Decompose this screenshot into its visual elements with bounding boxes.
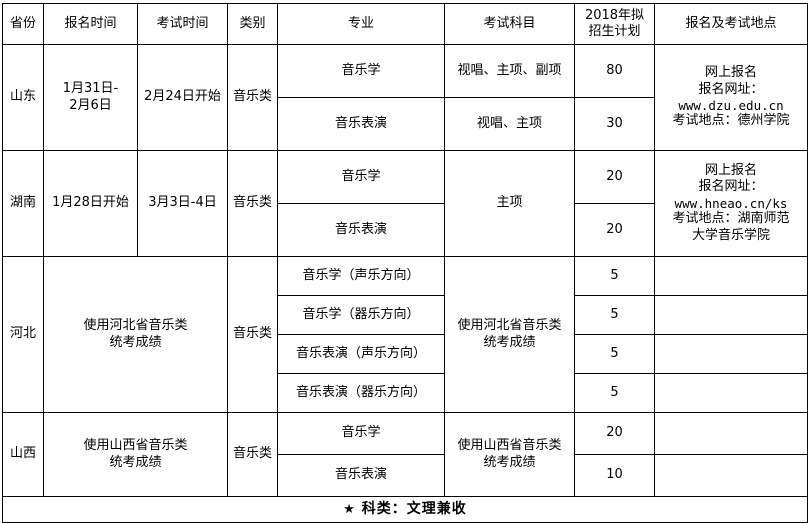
time-note-line1: 使用山西省音乐类 <box>83 438 188 454</box>
table-row: 山东 1月31日- 2月6日 2月24日开始 音乐类 音乐学 视唱、主项、副项 … <box>2 44 808 151</box>
place-url: www.dzu.edu.cn <box>678 97 784 113</box>
cell-major: 音乐学（声乐方向） <box>277 256 445 296</box>
place-line4: 考试地点：德州学院 <box>672 113 790 129</box>
table-row: 音乐表演 20 <box>3 203 808 257</box>
cell-plan: 5 <box>574 295 655 335</box>
place-line2: 报名网址： <box>698 179 764 195</box>
footer-row: ★ 科类：文理兼收 <box>2 496 808 523</box>
cell-apply-time-hunan: 1月28日开始 <box>43 150 138 257</box>
cell-exam-time-shandong: 2月24日开始 <box>137 44 228 151</box>
place-line5: 大学音乐学院 <box>691 227 770 243</box>
cell-major: 音乐表演（器乐方向） <box>277 373 445 413</box>
header-exam-subject: 考试科目 <box>444 3 575 45</box>
header-major: 专业 <box>277 3 445 45</box>
subject-note-line1: 使用河北省音乐类 <box>457 318 562 334</box>
table-row: 音乐表演（器乐方向） 5 <box>3 373 808 413</box>
cell-place <box>654 454 808 497</box>
time-note-line2: 统考成绩 <box>109 334 162 350</box>
place-url: www.hneao.cn/ks <box>674 195 788 211</box>
cell-category-shanxi: 音乐类 <box>227 412 278 497</box>
table-row: 音乐学（器乐方向） 5 <box>3 295 808 335</box>
cell-category-hunan: 音乐类 <box>227 150 278 257</box>
header-place: 报名及考试地点 <box>654 3 808 45</box>
place-line1: 网上报名 <box>704 163 757 179</box>
table-row: 河北 使用河北省音乐类 统考成绩 音乐类 音乐学（声乐方向） 使用河北省音乐类 … <box>2 256 808 413</box>
cell-time-note-hebei: 使用河北省音乐类 统考成绩 <box>43 256 228 413</box>
cell-exam-time-hunan: 3月3日-4日 <box>137 150 228 257</box>
cell-place <box>654 334 808 374</box>
header-category: 类别 <box>227 3 278 45</box>
cell-place-shandong: 网上报名 报名网址： www.dzu.edu.cn 考试地点：德州学院 <box>654 44 808 151</box>
cell-plan: 5 <box>574 373 655 413</box>
time-note-line2: 统考成绩 <box>109 454 162 470</box>
cell-plan: 5 <box>574 334 655 374</box>
cell-province-shandong: 山东 <box>2 44 44 151</box>
subject-note-line2: 统考成绩 <box>483 334 536 350</box>
cell-province-hunan: 湖南 <box>2 150 44 257</box>
cell-major: 音乐表演 <box>277 203 445 257</box>
cell-place <box>654 256 808 296</box>
place-line4: 考试地点：湖南师范 <box>672 211 790 227</box>
cell-province-hebei: 河北 <box>2 256 44 413</box>
header-plan-line2: 招生计划 <box>588 24 641 39</box>
cell-place <box>654 373 808 413</box>
cell-major: 音乐学 <box>277 150 445 204</box>
cell-place <box>654 295 808 335</box>
footer-note-text: 科类：文理兼收 <box>361 500 467 517</box>
cell-major: 音乐表演 <box>277 97 445 151</box>
admissions-plan-sheet: 省份 报名时间 考试时间 类别 专业 考试科目 2018年拟 招生计划 报名及考… <box>2 3 808 523</box>
cell-place <box>654 412 808 455</box>
apply-time-line2: 2月6日 <box>69 97 112 113</box>
cell-place-hunan: 网上报名 报名网址： www.hneao.cn/ks 考试地点：湖南师范 大学音… <box>654 150 808 257</box>
table-row: 音乐表演 视唱、主项 30 <box>3 97 808 151</box>
header-apply-time: 报名时间 <box>43 3 138 45</box>
cell-time-note-shanxi: 使用山西省音乐类 统考成绩 <box>43 412 228 497</box>
admissions-plan-table: 省份 报名时间 考试时间 类别 专业 考试科目 2018年拟 招生计划 报名及考… <box>2 3 808 523</box>
cell-major: 音乐学 <box>277 412 445 455</box>
header-row: 省份 报名时间 考试时间 类别 专业 考试科目 2018年拟 招生计划 报名及考… <box>2 3 808 45</box>
header-enrollment-plan: 2018年拟 招生计划 <box>574 3 655 45</box>
apply-time-line1: 1月31日- <box>62 81 119 97</box>
cell-apply-time-shandong: 1月31日- 2月6日 <box>43 44 138 151</box>
header-province: 省份 <box>2 3 44 45</box>
header-plan-line1: 2018年拟 <box>584 7 645 23</box>
table-row: 山西 使用山西省音乐类 统考成绩 音乐类 音乐学 使用山西省音乐类 统考成绩 2… <box>2 412 808 497</box>
star-icon: ★ <box>343 501 356 517</box>
table-header: 省份 报名时间 考试时间 类别 专业 考试科目 2018年拟 招生计划 报名及考… <box>2 3 808 45</box>
cell-province-shanxi: 山西 <box>2 412 44 497</box>
time-note-line1: 使用河北省音乐类 <box>83 318 188 334</box>
cell-category-hebei: 音乐类 <box>227 256 278 413</box>
table-footer: ★ 科类：文理兼收 <box>2 496 808 523</box>
subject-note-line2: 统考成绩 <box>483 454 536 470</box>
cell-major: 音乐表演 <box>277 454 445 497</box>
table-body: 山东 1月31日- 2月6日 2月24日开始 音乐类 音乐学 视唱、主项、副项 … <box>2 44 808 497</box>
table-row: 音乐表演（声乐方向） 5 <box>3 334 808 374</box>
cell-plan: 10 <box>574 454 655 497</box>
cell-subject-hunan-merged: 主项 <box>444 150 575 257</box>
cell-major: 音乐学 <box>277 44 445 98</box>
cell-category-shandong: 音乐类 <box>227 44 278 151</box>
footer-note: ★ 科类：文理兼收 <box>2 496 808 523</box>
cell-plan: 20 <box>574 412 655 455</box>
cell-subject-note-hebei: 使用河北省音乐类 统考成绩 <box>444 256 575 413</box>
cell-plan: 80 <box>574 44 655 98</box>
subject-note-line1: 使用山西省音乐类 <box>457 438 562 454</box>
cell-plan: 30 <box>574 97 655 151</box>
header-exam-time: 考试时间 <box>137 3 228 45</box>
cell-major: 音乐学（器乐方向） <box>277 295 445 335</box>
table-row: 湖南 1月28日开始 3月3日-4日 音乐类 音乐学 主项 20 网上报名 报名… <box>2 150 808 257</box>
cell-subject: 视唱、主项、副项 <box>444 44 575 98</box>
cell-subject: 视唱、主项 <box>444 97 575 151</box>
cell-plan: 5 <box>574 256 655 296</box>
place-line2: 报名网址： <box>698 81 764 97</box>
cell-subject-note-shanxi: 使用山西省音乐类 统考成绩 <box>444 412 575 497</box>
cell-plan: 20 <box>574 150 655 204</box>
place-line1: 网上报名 <box>704 65 757 81</box>
cell-plan: 20 <box>574 203 655 257</box>
cell-major: 音乐表演（声乐方向） <box>277 334 445 374</box>
